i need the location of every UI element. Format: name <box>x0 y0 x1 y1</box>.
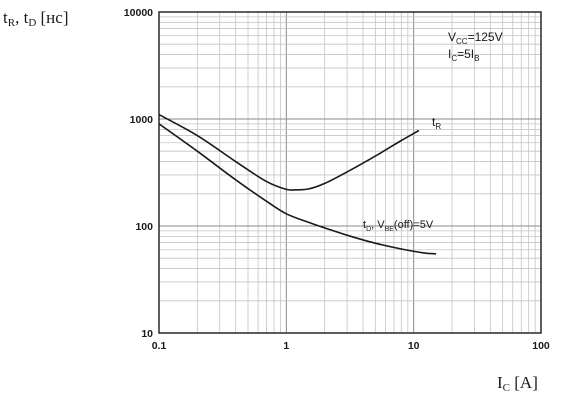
x-tick-label: 10 <box>408 340 420 352</box>
x-tick-label: 0.1 <box>152 340 167 352</box>
annotation-ic: IC=5IB <box>448 47 479 63</box>
series-label-td: tD, VBE(off)=5V <box>363 219 434 233</box>
series-layer <box>158 113 437 255</box>
y-tick-label: 100 <box>135 221 153 233</box>
x-tick-label: 1 <box>283 340 289 352</box>
annotation-vcc: VCC=125V <box>448 30 503 46</box>
y-tick-label: 10 <box>141 328 153 340</box>
y-tick-label: 10000 <box>124 7 153 19</box>
tick-labels: 0.1 1 10 100 10 100 1000 10000 <box>124 7 550 352</box>
x-tick-label: 100 <box>532 340 550 352</box>
grid <box>158 12 541 334</box>
series-label-tr: tR <box>432 115 441 131</box>
plot-frame <box>158 11 542 334</box>
y-tick-label: 1000 <box>130 114 154 126</box>
series-line-tr <box>158 113 420 191</box>
series-line-td <box>158 123 437 255</box>
y-axis-label: tR, tD [нс] <box>3 8 68 29</box>
x-axis-label: IC [A] <box>497 373 538 394</box>
